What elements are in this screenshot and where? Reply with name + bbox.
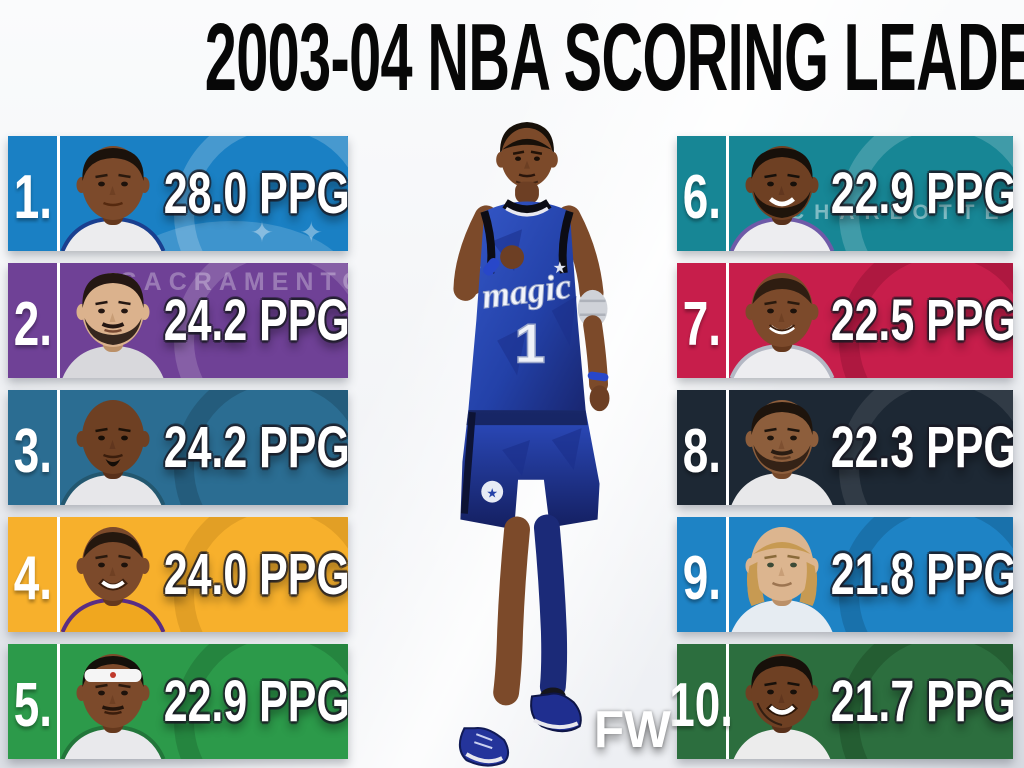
player-photo (729, 273, 835, 378)
rank-label: 5. (13, 670, 52, 740)
row-body: 21.8 PPG (729, 517, 1013, 632)
stat-container: 24.2 PPG (163, 263, 348, 378)
player-photo (60, 654, 166, 759)
ppg-value: 22.9 PPG (163, 668, 348, 734)
stat-container: 21.8 PPG (831, 517, 1013, 632)
ranking-row: 3. 24.2 PPG (8, 390, 348, 505)
rank-badge: 2. (8, 263, 60, 378)
rank-label: 6. (682, 162, 721, 232)
shorts-logo-star-icon: ★ (486, 486, 498, 501)
ranking-row: 8. 22.3 PPG (677, 390, 1013, 505)
ppg-value: 28.0 PPG (163, 160, 348, 226)
ppg-value: 24.2 PPG (163, 287, 348, 353)
ppg-value: 24.0 PPG (163, 541, 348, 607)
rank-label: 10. (669, 670, 734, 740)
page-title: 2003-04 NBA SCORING LEADERS (204, 4, 1024, 111)
stat-container: 22.3 PPG (831, 390, 1013, 505)
rank-label: 9. (682, 543, 721, 613)
rank-label: 1. (13, 162, 52, 232)
featured-player-photo: ★ magic 1 ★ (453, 121, 610, 767)
row-body: 22.3 PPG (729, 390, 1013, 505)
row-body: 28.0 PPG (60, 136, 348, 251)
stat-container: 24.2 PPG (163, 390, 348, 505)
player-photo (729, 654, 835, 759)
ppg-value: 22.5 PPG (830, 287, 1013, 353)
player-photo (731, 400, 833, 505)
rank-badge: 1. (8, 136, 60, 251)
ppg-value: 21.7 PPG (830, 668, 1013, 734)
stat-container: 21.7 PPG (831, 644, 1013, 759)
jersey-star-icon: ★ (553, 260, 567, 277)
row-body: 21.7 PPG (729, 644, 1013, 759)
right-ranking-column: 6. CHARLOTTE 22.9 PPG 7. (670, 136, 1013, 759)
ranking-row: 4. 24.0 PPG (8, 517, 348, 632)
rank-label: 3. (13, 416, 52, 486)
player-photo (62, 273, 164, 378)
ppg-value: 21.8 PPG (830, 541, 1013, 607)
player-photo (731, 527, 833, 632)
jersey-number: 1 (514, 312, 545, 374)
rank-label: 2. (13, 289, 52, 359)
ppg-value: 24.2 PPG (163, 414, 348, 480)
stat-container: 22.5 PPG (831, 263, 1013, 378)
rank-badge: 8. (677, 390, 729, 505)
team-backdrop-text: CHARLOTTE (789, 201, 1009, 224)
rank-label: 8. (682, 416, 721, 486)
rank-badge: 3. (8, 390, 60, 505)
player-photo (60, 400, 166, 505)
stat-container: 22.9 PPG (831, 136, 1013, 251)
stat-container: 22.9 PPG (163, 644, 348, 759)
rank-badge: 10. (670, 644, 733, 759)
row-body: CHARLOTTE 22.9 PPG (729, 136, 1013, 251)
rank-badge: 5. (8, 644, 60, 759)
left-ranking-column: 1. 28.0 PPG 2. SACRAMENTO (8, 136, 348, 759)
ranking-row: 5. 22.9 PPG (8, 644, 348, 759)
rank-badge: 4. (8, 517, 60, 632)
player-photo (729, 146, 835, 251)
row-body: 24.0 PPG (60, 517, 348, 632)
ranking-row: 6. CHARLOTTE 22.9 PPG (677, 136, 1013, 251)
row-body: SACRAMENTO 24.2 PPG (60, 263, 348, 378)
watermark: FW (594, 701, 671, 759)
ranking-row: 1. 28.0 PPG (8, 136, 348, 251)
row-body: 22.9 PPG (60, 644, 348, 759)
player-photo (60, 146, 166, 251)
stat-container: 28.0 PPG (163, 136, 348, 251)
ppg-value: 22.9 PPG (830, 160, 1013, 226)
player-photo (60, 527, 166, 632)
ranking-row: 9. 21.8 PPG (677, 517, 1013, 632)
ppg-value: 22.3 PPG (830, 414, 1013, 480)
row-body: 22.5 PPG (729, 263, 1013, 378)
ranking-row: 7. 22.5 PPG (677, 263, 1013, 378)
rank-label: 4. (13, 543, 52, 613)
row-body: 24.2 PPG (60, 390, 348, 505)
rank-badge: 9. (677, 517, 729, 632)
rank-badge: 6. (677, 136, 729, 251)
stat-container: 24.0 PPG (163, 517, 348, 632)
ranking-row: 10. 21.7 PPG (670, 644, 1013, 759)
team-backdrop-text: SACRAMENTO (120, 268, 348, 296)
ranking-row: 2. SACRAMENTO 24.2 PPG (8, 263, 348, 378)
rank-label: 7. (682, 289, 721, 359)
rank-badge: 7. (677, 263, 729, 378)
